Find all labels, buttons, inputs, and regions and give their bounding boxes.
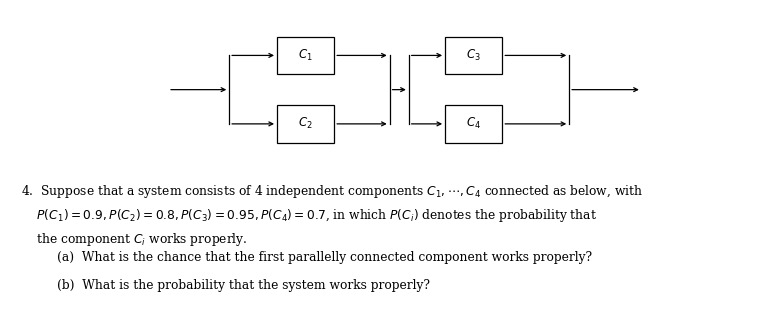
FancyBboxPatch shape [445,37,503,74]
Text: (a)  What is the chance that the first parallelly connected component works prop: (a) What is the chance that the first pa… [57,251,592,264]
Text: $C_3$: $C_3$ [466,48,481,63]
FancyBboxPatch shape [445,105,503,143]
Text: $P(C_1) = 0.9, P(C_2) = 0.8, P(C_3) = 0.95, P(C_4) = 0.7$, in which $P(C_i)$ den: $P(C_1) = 0.9, P(C_2) = 0.8, P(C_3) = 0.… [21,207,597,224]
FancyBboxPatch shape [277,37,335,74]
Text: (b)  What is the probability that the system works properly?: (b) What is the probability that the sys… [57,279,430,292]
Text: the component $C_i$ works properly.: the component $C_i$ works properly. [21,231,248,248]
FancyBboxPatch shape [277,105,335,143]
Text: $C_1$: $C_1$ [298,48,313,63]
Text: $C_4$: $C_4$ [466,116,481,131]
Text: 4.  Suppose that a system consists of 4 independent components $C_1, \cdots, C_4: 4. Suppose that a system consists of 4 i… [21,183,643,200]
Text: $C_2$: $C_2$ [298,116,313,131]
